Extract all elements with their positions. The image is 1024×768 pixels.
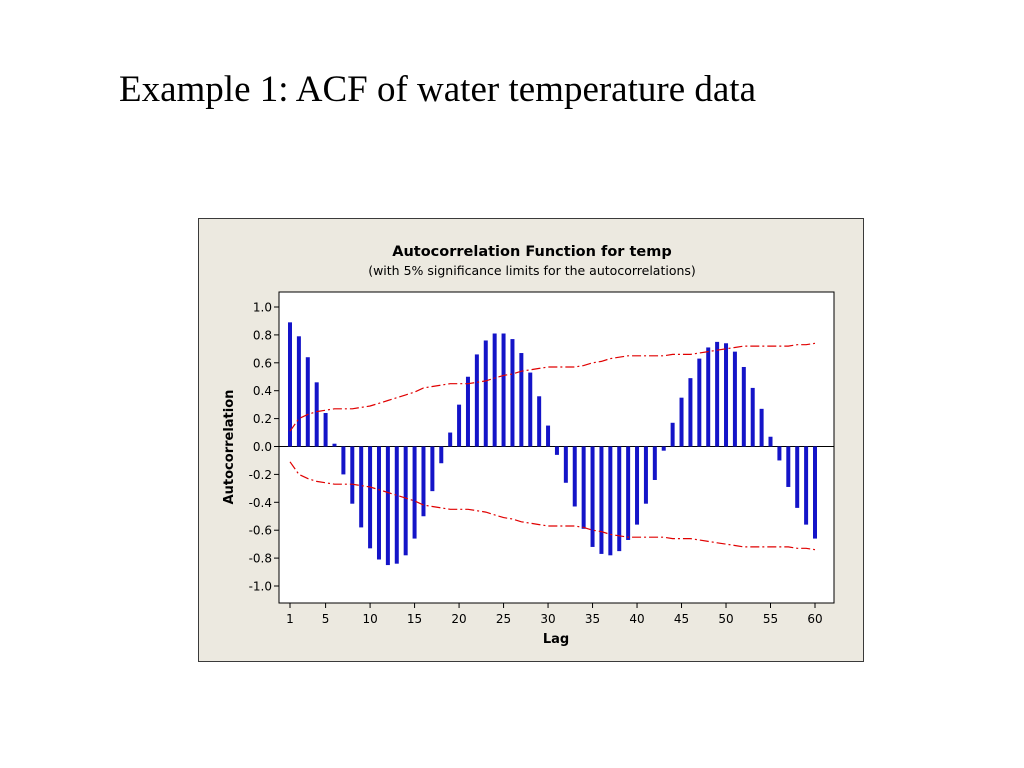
acf-bar	[341, 446, 346, 475]
x-tick-label: 30	[540, 612, 555, 626]
acf-bar	[305, 357, 310, 447]
x-tick-label: 45	[674, 612, 689, 626]
acf-bar	[732, 351, 737, 447]
acf-bar	[572, 446, 577, 507]
acf-bar	[813, 446, 817, 539]
x-tick-label: 50	[718, 612, 733, 626]
acf-bar	[804, 446, 809, 525]
acf-bar	[652, 446, 657, 480]
acf-bar	[715, 341, 720, 447]
acf-bar	[768, 436, 773, 447]
acf-bar	[599, 446, 604, 554]
acf-bar	[590, 446, 595, 547]
y-tick-label: -0.6	[249, 524, 272, 538]
y-tick-label: -0.4	[249, 496, 272, 510]
acf-bar	[430, 446, 435, 492]
chart-subtitle: (with 5% significance limits for the aut…	[368, 263, 696, 278]
acf-bar	[412, 446, 417, 539]
acf-bar	[350, 446, 355, 504]
acf-bar	[332, 443, 337, 447]
y-axis-label: Autocorrelation	[222, 390, 237, 505]
y-tick-label: 0.8	[253, 328, 272, 342]
y-tick-label: 0.0	[253, 440, 272, 454]
chart-frame: Autocorrelation Function for temp (with …	[198, 218, 864, 662]
acf-bar	[741, 366, 746, 447]
acf-bar	[759, 408, 764, 447]
acf-bar	[617, 446, 622, 552]
acf-bar	[724, 343, 729, 447]
acf-bar	[670, 422, 675, 447]
acf-bar	[563, 446, 568, 483]
acf-bar	[661, 446, 666, 451]
y-tick-label: -0.8	[249, 552, 272, 566]
chart-title: Autocorrelation Function for temp	[392, 244, 672, 260]
acf-bar	[688, 378, 693, 447]
acf-bar	[457, 404, 462, 447]
x-tick-label: 55	[763, 612, 778, 626]
acf-bar	[750, 387, 755, 447]
y-tick-label: 0.6	[253, 356, 272, 370]
acf-bar	[795, 446, 800, 508]
x-tick-label: 35	[585, 612, 600, 626]
acf-bar	[643, 446, 648, 504]
significance-limits	[289, 342, 816, 551]
acf-bar	[421, 446, 426, 517]
acf-bar	[492, 333, 497, 447]
x-tick-label: 40	[629, 612, 644, 626]
acf-chart: Autocorrelation Function for temp (with …	[222, 244, 835, 647]
x-tick-label: 60	[807, 612, 822, 626]
acf-bar	[626, 446, 631, 540]
y-tick-label: -1.0	[249, 580, 272, 594]
x-axis-label: Lag	[543, 632, 569, 647]
acf-bar	[554, 446, 559, 455]
upper-significance-limit	[289, 342, 816, 432]
x-tick-label: 10	[362, 612, 377, 626]
acf-bar	[323, 413, 328, 447]
acf-bar	[501, 333, 506, 447]
y-tick-label: 1.0	[253, 301, 272, 315]
acf-bar	[608, 446, 613, 556]
acf-bar	[314, 382, 319, 447]
acf-bar	[786, 446, 791, 487]
acf-bar	[635, 446, 640, 525]
acf-bar	[679, 397, 684, 447]
acf-bar	[296, 336, 301, 447]
x-tick-label: 25	[496, 612, 511, 626]
y-axis: 1.0 0.8 0.6 0.4 0.2 0.0 -0.2 -0.4 -0.6 -0.8 -1.0	[249, 301, 279, 594]
acf-bar	[403, 446, 408, 556]
acf-bar	[448, 432, 453, 447]
y-tick-label: 0.4	[253, 384, 272, 398]
lower-significance-limit	[289, 461, 816, 551]
slide-title: Example 1: ACF of water temperature data	[119, 69, 757, 110]
acf-bar	[439, 446, 444, 464]
x-tick-label: 20	[451, 612, 466, 626]
acf-bar	[697, 358, 702, 447]
acf-bar	[483, 340, 488, 447]
acf-bar	[394, 446, 399, 564]
acf-bar	[510, 339, 515, 447]
acf-bar	[546, 425, 551, 447]
acf-bar	[777, 446, 782, 461]
acf-bar	[368, 446, 373, 549]
acf-bar	[288, 322, 292, 447]
y-tick-label: -0.2	[249, 468, 272, 482]
x-tick-label: 1	[286, 612, 294, 626]
acf-bar	[581, 446, 586, 529]
acf-bar	[706, 347, 711, 447]
acf-bar	[385, 446, 390, 566]
acf-bar	[474, 354, 479, 447]
x-tick-label: 15	[407, 612, 422, 626]
acf-bar	[537, 396, 542, 447]
acf-bar	[359, 446, 364, 528]
acf-bar	[376, 446, 381, 560]
acf-bar	[519, 353, 524, 447]
x-axis: 1 5 10 15 20 25 30 35 40 45 50 55 60	[286, 603, 823, 626]
acf-bar	[528, 372, 533, 447]
y-tick-label: 0.2	[253, 412, 272, 426]
acf-bars	[288, 322, 817, 566]
x-tick-label: 5	[322, 612, 330, 626]
acf-bar	[465, 376, 470, 447]
